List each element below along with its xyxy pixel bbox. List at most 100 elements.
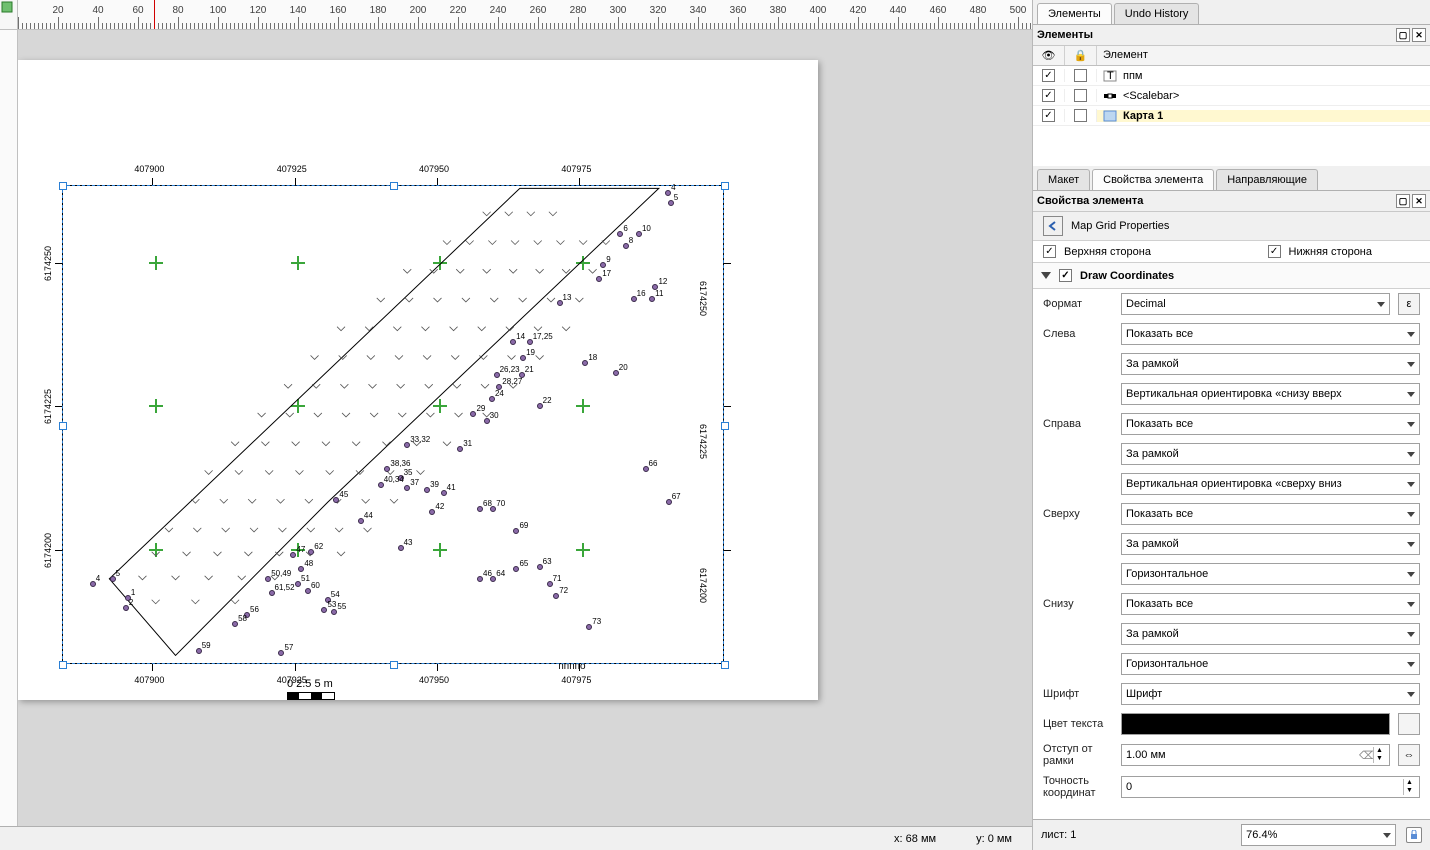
ruler-tick-label: 60 xyxy=(132,5,143,16)
zoom-combo[interactable]: 76.4% xyxy=(1241,824,1396,846)
ruler-tick-label: 340 xyxy=(690,5,707,16)
side-pos-combo-value: За рамкой xyxy=(1126,448,1407,460)
visibility-checkbox[interactable]: ✓ xyxy=(1042,109,1055,122)
text-color-menu-button[interactable] xyxy=(1398,713,1420,735)
ruler-corner xyxy=(0,0,18,30)
visibility-checkbox[interactable]: ✓ xyxy=(1042,89,1055,102)
element-name: ппм xyxy=(1123,70,1142,82)
side-pos-combo[interactable]: За рамкой xyxy=(1121,443,1420,465)
side-label: Сверху xyxy=(1043,508,1113,520)
panel-detach-icon[interactable]: ▢ xyxy=(1396,194,1410,208)
column-lock-icon: 🔒 xyxy=(1065,46,1097,65)
top-side-checkbox[interactable]: ✓ xyxy=(1043,245,1056,258)
clear-icon[interactable]: ⌫ xyxy=(1359,749,1373,762)
tab-макет[interactable]: Макет xyxy=(1037,169,1090,190)
element-row[interactable]: ✓<Scalebar> xyxy=(1033,86,1430,106)
back-button[interactable] xyxy=(1043,216,1063,236)
margin-spin[interactable]: 1.00 мм ⌫ ▲▼ xyxy=(1121,744,1390,766)
format-combo[interactable]: Decimal xyxy=(1121,293,1390,315)
spin-down-icon[interactable]: ▼ xyxy=(1403,787,1415,795)
tab-элементы[interactable]: Элементы xyxy=(1037,3,1112,24)
side-show-combo[interactable]: Показать все xyxy=(1121,413,1420,435)
svg-text:T: T xyxy=(1107,70,1114,82)
chevron-down-icon xyxy=(1407,602,1415,607)
visibility-checkbox[interactable]: ✓ xyxy=(1042,69,1055,82)
ruler-tick-label: 460 xyxy=(930,5,947,16)
zoom-lock-button[interactable] xyxy=(1406,827,1422,843)
scalebar[interactable]: 0 2.5 5 m xyxy=(287,678,335,700)
panel-detach-icon[interactable]: ▢ xyxy=(1396,28,1410,42)
side-show-combo-value: Показать все xyxy=(1126,418,1407,430)
chevron-down-icon xyxy=(1383,833,1391,838)
spin-up-icon[interactable]: ▲ xyxy=(1373,747,1385,755)
side-show-combo[interactable]: Показать все xyxy=(1121,503,1420,525)
panel-close-icon[interactable]: ✕ xyxy=(1412,28,1426,42)
lock-checkbox[interactable] xyxy=(1074,109,1087,122)
side-show-combo-value: Показать все xyxy=(1126,598,1407,610)
selection-frame[interactable] xyxy=(62,185,724,664)
scalebar-icon xyxy=(1103,90,1117,102)
spin-up-icon[interactable]: ▲ xyxy=(1403,779,1415,787)
ruler-tick-label: 480 xyxy=(970,5,987,16)
selection-handle[interactable] xyxy=(721,422,729,430)
selection-handle[interactable] xyxy=(390,661,398,669)
element-row[interactable]: ✓ Tппм xyxy=(1033,66,1430,86)
side-orient-combo[interactable]: Вертикальная ориентировка «снизу вверх xyxy=(1121,383,1420,405)
precision-label: Точность координат xyxy=(1043,775,1113,799)
ruler-cursor xyxy=(154,0,155,29)
side-pos-combo-value: За рамкой xyxy=(1126,538,1407,550)
element-name: Карта 1 xyxy=(1123,110,1163,122)
selection-handle[interactable] xyxy=(59,661,67,669)
margin-override-button[interactable]: ⇔ xyxy=(1398,744,1420,766)
right-tabs-top: ЭлементыUndo History xyxy=(1033,0,1430,25)
ruler-tick-label: 440 xyxy=(890,5,907,16)
tab-направляющие[interactable]: Направляющие xyxy=(1216,169,1318,190)
chevron-down-icon xyxy=(1407,572,1415,577)
props-panel-title: Свойства элемента xyxy=(1037,195,1143,207)
font-combo[interactable]: Шрифт xyxy=(1121,683,1420,705)
side-orient-combo[interactable]: Горизонтальное xyxy=(1121,653,1420,675)
x-axis-label: 407900 xyxy=(134,164,164,174)
ruler-tick-label: 360 xyxy=(730,5,747,16)
selection-handle[interactable] xyxy=(59,182,67,190)
ruler-tick-label: 320 xyxy=(650,5,667,16)
selection-handle[interactable] xyxy=(721,182,729,190)
spin-down-icon[interactable]: ▼ xyxy=(1373,755,1385,763)
bottom-side-checkbox[interactable]: ✓ xyxy=(1268,245,1281,258)
panel-close-icon[interactable]: ✕ xyxy=(1412,194,1426,208)
ruler-tick-label: 400 xyxy=(810,5,827,16)
x-axis-label: 407900 xyxy=(134,675,164,685)
group-disclosure-icon[interactable] xyxy=(1041,272,1051,279)
draw-coords-checkbox[interactable]: ✓ xyxy=(1059,269,1072,282)
chevron-down-icon xyxy=(1407,632,1415,637)
side-show-combo[interactable]: Показать все xyxy=(1121,593,1420,615)
vertical-ruler[interactable] xyxy=(0,30,18,826)
side-pos-combo[interactable]: За рамкой xyxy=(1121,533,1420,555)
side-show-combo[interactable]: Показать все xyxy=(1121,323,1420,345)
format-expression-button[interactable]: ε xyxy=(1398,293,1420,315)
selection-handle[interactable] xyxy=(59,422,67,430)
chevron-down-icon xyxy=(1407,452,1415,457)
element-row[interactable]: ✓ Карта 1 xyxy=(1033,106,1430,126)
text-color-label: Цвет текста xyxy=(1043,718,1113,730)
selection-handle[interactable] xyxy=(721,661,729,669)
selection-handle[interactable] xyxy=(390,182,398,190)
ruler-tick-label: 120 xyxy=(250,5,267,16)
side-orient-combo[interactable]: Вертикальная ориентировка «сверху вниз xyxy=(1121,473,1420,495)
side-orient-combo[interactable]: Горизонтальное xyxy=(1121,563,1420,585)
horizontal-ruler[interactable]: 2040608010012014016018020022024026028030… xyxy=(18,0,1032,30)
side-pos-combo[interactable]: За рамкой xyxy=(1121,353,1420,375)
tab-свойства-элемента[interactable]: Свойства элемента xyxy=(1092,169,1214,190)
ruler-tick-label: 220 xyxy=(450,5,467,16)
status-x: x: 68 мм xyxy=(894,833,936,845)
lock-checkbox[interactable] xyxy=(1074,89,1087,102)
precision-spin[interactable]: 0 ▲▼ xyxy=(1121,776,1420,798)
elements-panel-title: Элементы xyxy=(1037,29,1093,41)
tab-undo-history[interactable]: Undo History xyxy=(1114,3,1200,24)
side-pos-combo[interactable]: За рамкой xyxy=(1121,623,1420,645)
lock-checkbox[interactable] xyxy=(1074,69,1087,82)
ruler-tick-label: 140 xyxy=(290,5,307,16)
layout-viewport[interactable]: 4079004079004079254079254079504079504079… xyxy=(18,30,1032,826)
elements-tree[interactable]: 👁 🔒 Элемент ✓Tппм✓<Scalebar>✓Карта 1 xyxy=(1033,46,1430,166)
text-color-well[interactable] xyxy=(1121,713,1390,735)
